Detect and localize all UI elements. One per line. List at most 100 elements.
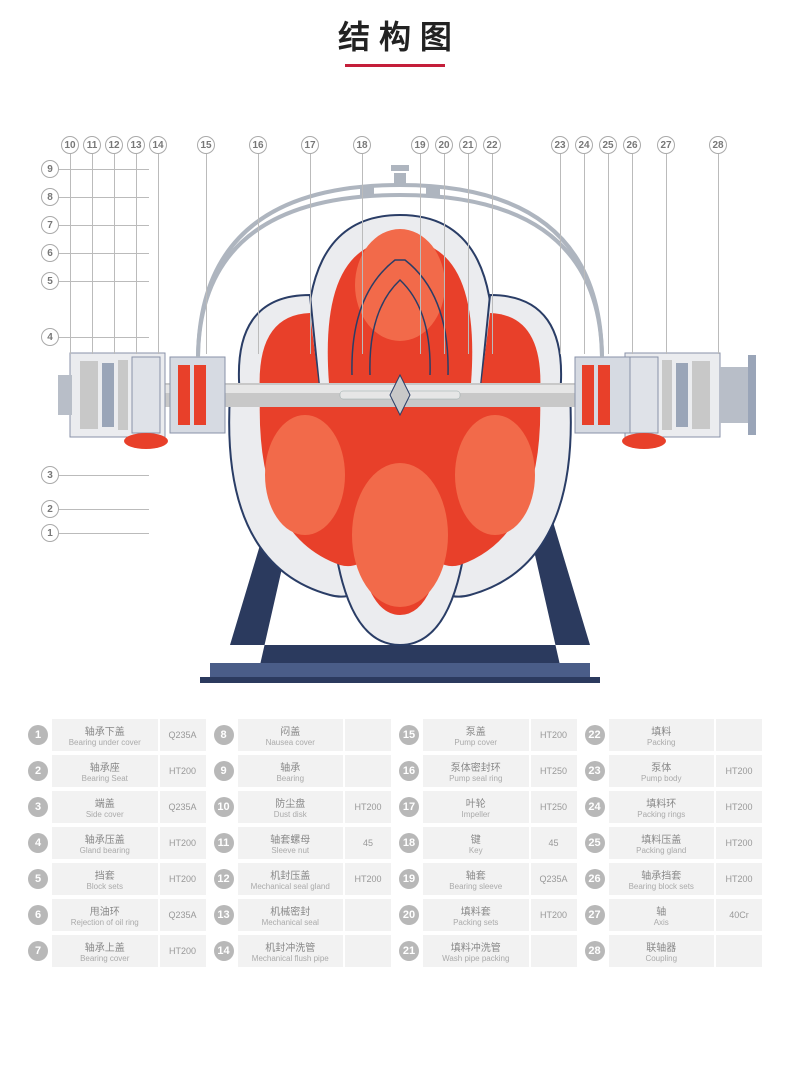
legend-num: 15 (399, 725, 419, 745)
legend-name: 泵体密封环Pump seal ring (423, 755, 529, 787)
legend-name: 填料套Packing sets (423, 899, 529, 931)
legend-name: 甩油环Rejection of oil ring (52, 899, 158, 931)
structure-diagram: 1011121314151617181920212223242526272898… (0, 85, 790, 705)
callout-15: 15 (197, 136, 215, 154)
legend-item-22: 22填料Packing (585, 719, 763, 751)
legend-item-6: 6甩油环Rejection of oil ringQ235A (28, 899, 206, 931)
legend-num: 19 (399, 869, 419, 889)
legend-material: HT200 (716, 827, 762, 859)
legend-name: 键Key (423, 827, 529, 859)
callout-13: 13 (127, 136, 145, 154)
legend-material: 40Cr (716, 899, 762, 931)
legend-material: 45 (345, 827, 391, 859)
lead-line (59, 225, 149, 226)
legend-num: 3 (28, 797, 48, 817)
legend-name: 机封冲洗管Mechanical flush pipe (238, 935, 344, 967)
legend-item-17: 17叶轮ImpellerHT250 (399, 791, 577, 823)
legend-num: 10 (214, 797, 234, 817)
legend-item-26: 26轴承挡套Bearing block setsHT200 (585, 863, 763, 895)
legend-name: 轴承上盖Bearing cover (52, 935, 158, 967)
legend-name: 轴承压盖Gland bearing (52, 827, 158, 859)
callout-9: 9 (41, 160, 59, 178)
callout-27: 27 (657, 136, 675, 154)
callout-1: 1 (41, 524, 59, 542)
legend-material: HT200 (345, 791, 391, 823)
lead-line (59, 253, 149, 254)
legend-name: 填料Packing (609, 719, 715, 751)
legend-num: 9 (214, 761, 234, 781)
legend-item-28: 28联轴器Coupling (585, 935, 763, 967)
legend-item-8: 8闷盖Nausea cover (214, 719, 392, 751)
legend-item-13: 13机械密封Mechanical seal (214, 899, 392, 931)
legend-num: 12 (214, 869, 234, 889)
legend-num: 8 (214, 725, 234, 745)
legend-item-5: 5挡套Block setsHT200 (28, 863, 206, 895)
legend-item-2: 2轴承座Bearing SeatHT200 (28, 755, 206, 787)
legend-material: HT250 (531, 755, 577, 787)
legend-name: 闷盖Nausea cover (238, 719, 344, 751)
legend-num: 21 (399, 941, 419, 961)
legend-material (345, 899, 391, 931)
legend-num: 5 (28, 869, 48, 889)
lead-line (70, 154, 71, 354)
callout-26: 26 (623, 136, 641, 154)
callout-12: 12 (105, 136, 123, 154)
lead-line (420, 154, 421, 354)
legend-item-23: 23泵体Pump bodyHT200 (585, 755, 763, 787)
legend-material: Q235A (160, 719, 206, 751)
legend-name: 轴套螺母Sleeve nut (238, 827, 344, 859)
legend-material: HT200 (160, 755, 206, 787)
legend-material: HT200 (716, 791, 762, 823)
callout-4: 4 (41, 328, 59, 346)
legend-name: 联轴器Coupling (609, 935, 715, 967)
legend-material: Q235A (531, 863, 577, 895)
legend-material: HT250 (531, 791, 577, 823)
left-bearing-group (58, 353, 168, 449)
lead-line (468, 154, 469, 354)
legend-item-25: 25填料压盖Packing glandHT200 (585, 827, 763, 859)
legend-material: HT200 (345, 863, 391, 895)
legend-name: 机封压盖Mechanical seal gland (238, 863, 344, 895)
pump-svg (0, 85, 790, 705)
legend-num: 27 (585, 905, 605, 925)
lead-line (444, 154, 445, 354)
legend-name: 轴套Bearing sleeve (423, 863, 529, 895)
legend-material: HT200 (160, 863, 206, 895)
lead-line (608, 154, 609, 354)
callout-25: 25 (599, 136, 617, 154)
lead-line (158, 154, 159, 354)
legend-item-11: 11轴套螺母Sleeve nut45 (214, 827, 392, 859)
legend-num: 18 (399, 833, 419, 853)
legend-material (716, 935, 762, 967)
legend-material: 45 (531, 827, 577, 859)
lead-line (59, 169, 149, 170)
legend-item-24: 24填料环Packing ringsHT200 (585, 791, 763, 823)
legend-item-7: 7轴承上盖Bearing coverHT200 (28, 935, 206, 967)
legend-material: HT200 (531, 899, 577, 931)
legend-material (531, 935, 577, 967)
legend-name: 挡套Block sets (52, 863, 158, 895)
legend-name: 轴承Bearing (238, 755, 344, 787)
legend-material (716, 719, 762, 751)
lead-line (584, 154, 585, 354)
legend-num: 1 (28, 725, 48, 745)
callout-10: 10 (61, 136, 79, 154)
lead-line (92, 154, 93, 354)
callout-7: 7 (41, 216, 59, 234)
legend-item-10: 10防尘盘Dust diskHT200 (214, 791, 392, 823)
legend-name: 泵体Pump body (609, 755, 715, 787)
legend-material (345, 755, 391, 787)
legend-num: 2 (28, 761, 48, 781)
callout-20: 20 (435, 136, 453, 154)
legend-num: 22 (585, 725, 605, 745)
legend-item-4: 4轴承压盖Gland bearingHT200 (28, 827, 206, 859)
legend-item-18: 18键Key45 (399, 827, 577, 859)
legend-item-21: 21填料冲洗管Wash pipe packing (399, 935, 577, 967)
lead-line (114, 154, 115, 354)
legend-name: 轴承座Bearing Seat (52, 755, 158, 787)
callout-3: 3 (41, 466, 59, 484)
legend-num: 14 (214, 941, 234, 961)
legend-num: 11 (214, 833, 234, 853)
legend-material: Q235A (160, 791, 206, 823)
callout-14: 14 (149, 136, 167, 154)
